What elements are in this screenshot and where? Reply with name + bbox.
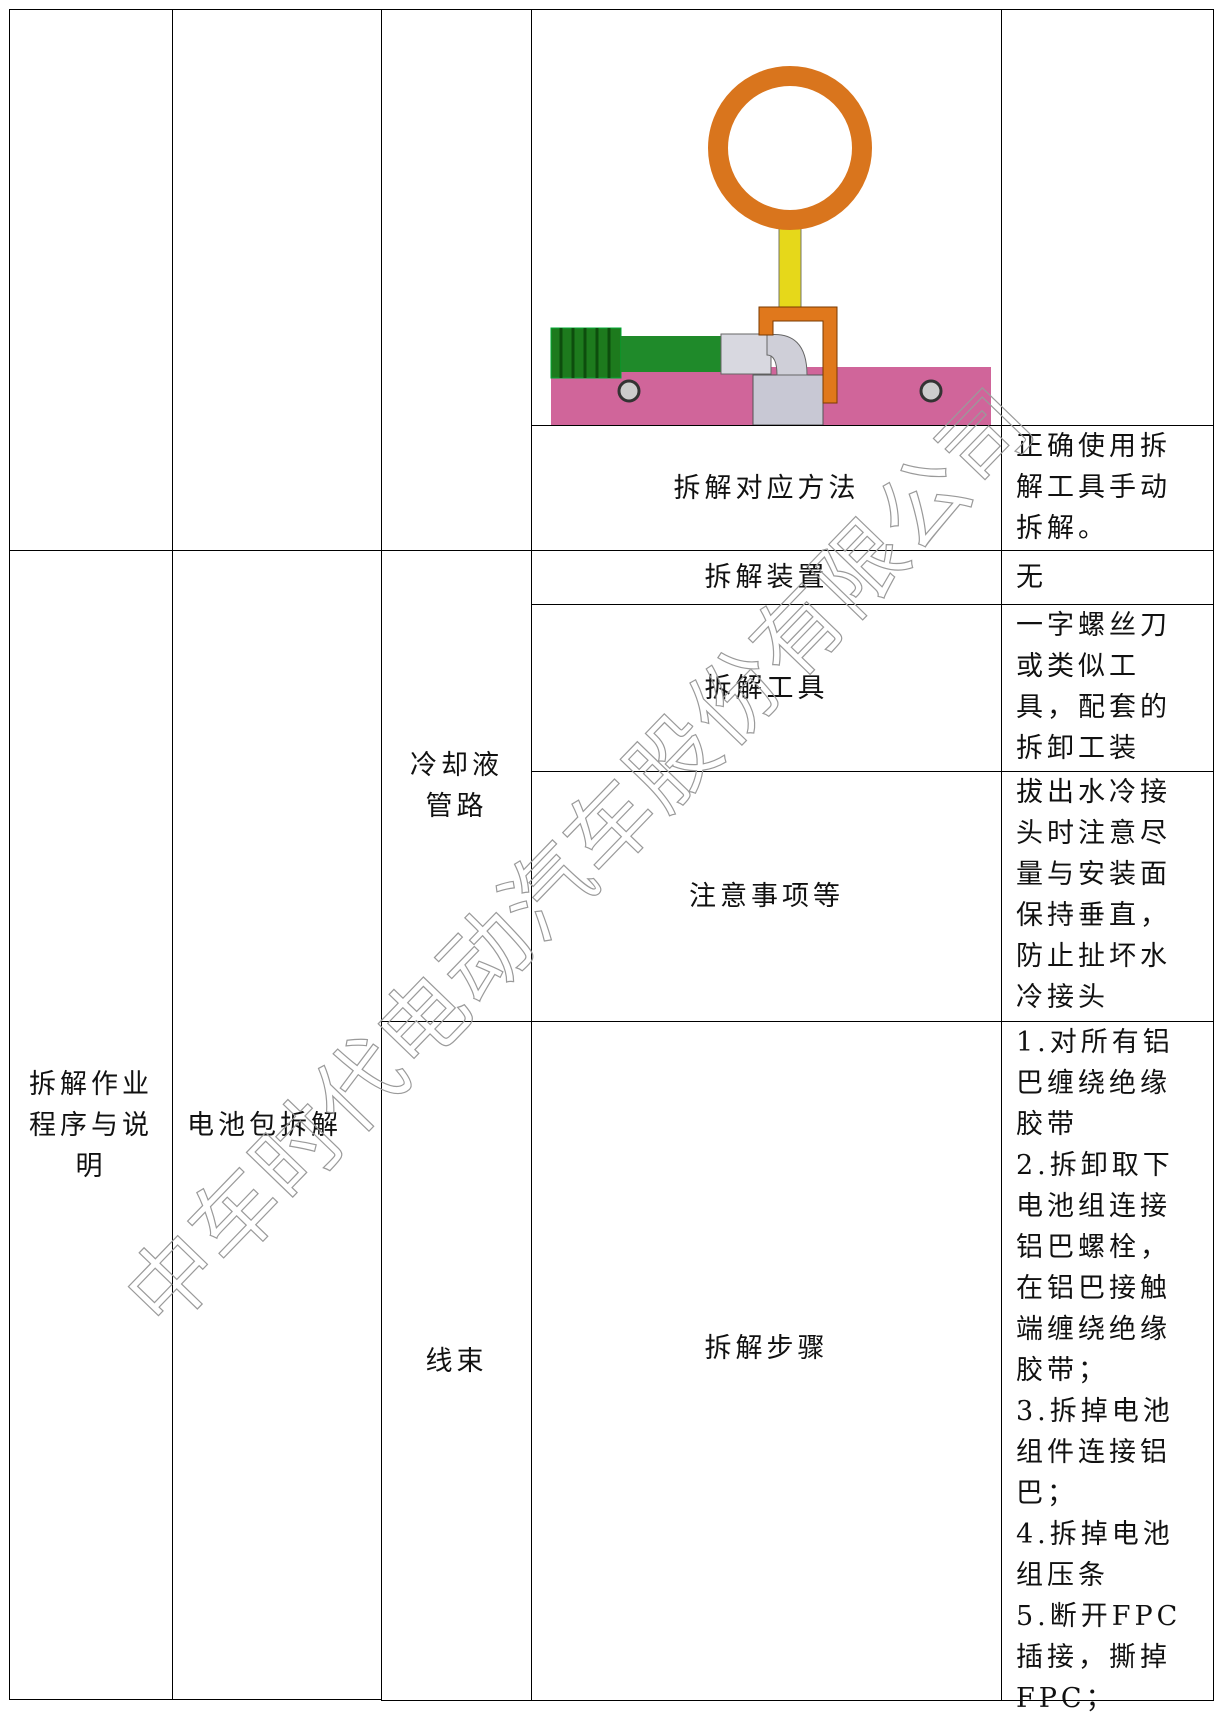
empty-cell [1001,9,1214,426]
step-text: 3.拆掉电池组件连接铝巴； [1016,1396,1174,1509]
value-cell: 正确使用拆解工具手动拆解。 [1001,425,1214,551]
empty-cell [172,9,382,551]
tool-illustration [550,66,991,425]
cell-text: 线束 [425,1345,488,1377]
label-cell: 拆解工具 [531,604,1002,772]
subcategory-cell: 电池包拆解 [172,550,382,1700]
value-cell: 一字螺丝刀或类似工具，配套的拆卸工装 [1001,604,1214,772]
category-cell: 拆解作业程序与说明 [9,550,173,1700]
label-cell: 拆解装置 [531,550,1002,605]
group-cell: 线束 [381,1021,532,1701]
label-cell: 拆解对应方法 [531,425,1002,551]
cell-text: 拆解对应方法 [673,472,860,504]
hose-ribs [559,328,610,378]
cell-text: 一字螺丝刀或类似工具，配套的拆卸工装 [1016,610,1171,764]
value-cell: 1.对所有铝巴缠绕绝缘胶带 2.拆卸取下电池组连接铝巴螺栓，在铝巴接触端缠绕绝缘胶… [1001,1021,1214,1714]
label-cell: 拆解步骤 [531,1021,1002,1701]
value-cell: 拔出水冷接头时注意尽量与安装面保持垂直，防止扯坏水冷接头 [1001,771,1214,1022]
cell-text: 电池包拆解 [187,1109,342,1141]
step-text: 1.对所有铝巴缠绕绝缘胶带 [1016,1027,1174,1140]
bracket [758,306,837,404]
step-text: 2.拆卸取下电池组连接铝巴螺栓，在铝巴接触端缠绕绝缘胶带； [1016,1150,1174,1386]
label-cell: 注意事项等 [531,771,1002,1022]
cell-text: 拆解作业程序与说明 [29,1068,153,1182]
elbow [766,334,808,376]
value-cell: 无 [1001,550,1214,605]
cell-text: 拆解步骤 [704,1332,829,1364]
cell-text: 冷却液管路 [410,750,503,822]
cell-text: 拔出水冷接头时注意尽量与安装面保持垂直，防止扯坏水冷接头 [1016,777,1171,1013]
group-cell: 冷却液管路 [381,550,532,1022]
cell-text: 正确使用拆解工具手动拆解。 [1016,431,1171,544]
empty-cell [9,9,173,551]
cell-text: 拆解装置 [704,562,829,593]
cell-text: 无 [1016,562,1047,593]
step-text: 5.断开FPC插接，撕掉FPC； [1016,1601,1182,1714]
step-text: 4.拆掉电池组压条 [1016,1519,1174,1591]
hose [620,336,721,372]
image-cell [531,9,1002,426]
cell-text: 拆解工具 [704,672,829,704]
cell-text: 注意事项等 [689,881,844,912]
connector-body [752,374,823,425]
bolt [617,379,640,403]
bolt [919,379,942,403]
empty-cell [381,9,532,551]
ring [707,66,872,230]
rod [778,224,801,316]
coupling [720,333,771,375]
